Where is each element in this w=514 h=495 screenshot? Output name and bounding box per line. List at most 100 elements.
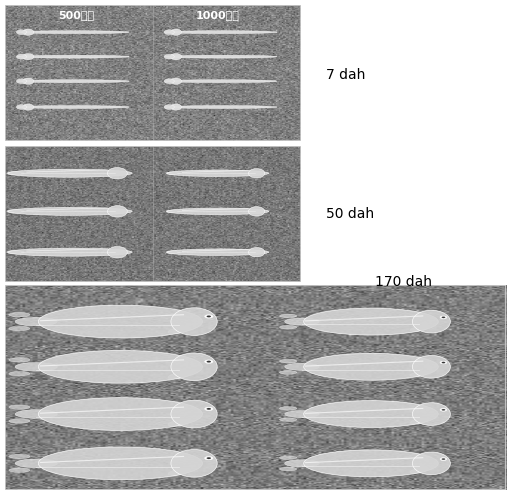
Ellipse shape [171,400,217,428]
Ellipse shape [304,308,438,335]
Ellipse shape [171,308,217,336]
Ellipse shape [9,468,30,472]
Ellipse shape [280,314,297,318]
Ellipse shape [39,447,203,480]
Ellipse shape [207,457,211,459]
Ellipse shape [9,358,30,362]
Ellipse shape [164,54,174,59]
Ellipse shape [15,317,57,326]
Ellipse shape [205,360,213,363]
Ellipse shape [248,169,265,178]
Ellipse shape [166,172,180,175]
Text: 170 dah: 170 dah [375,275,432,289]
Ellipse shape [167,170,269,177]
Ellipse shape [9,326,30,331]
Ellipse shape [442,458,445,460]
Ellipse shape [15,410,57,418]
Ellipse shape [285,318,319,325]
Ellipse shape [23,29,34,35]
Ellipse shape [410,418,429,424]
Ellipse shape [168,419,191,426]
Ellipse shape [440,458,447,460]
Ellipse shape [205,315,213,318]
Ellipse shape [280,467,297,471]
Ellipse shape [166,251,180,253]
Ellipse shape [9,454,30,458]
Ellipse shape [15,459,57,468]
Ellipse shape [8,169,132,177]
Ellipse shape [8,248,132,256]
Ellipse shape [168,372,191,379]
Ellipse shape [167,208,269,215]
Ellipse shape [170,78,181,84]
Ellipse shape [442,409,445,410]
Ellipse shape [440,408,447,411]
Ellipse shape [410,371,429,377]
Ellipse shape [280,418,297,421]
Text: 7 dah: 7 dah [326,68,366,82]
Ellipse shape [9,312,30,317]
Ellipse shape [440,316,447,319]
Ellipse shape [205,407,213,410]
Ellipse shape [15,362,57,371]
Ellipse shape [164,105,277,108]
Ellipse shape [168,469,191,475]
Ellipse shape [39,350,203,383]
Ellipse shape [17,105,130,108]
Ellipse shape [107,205,127,217]
Ellipse shape [7,250,24,254]
Ellipse shape [170,104,181,110]
Ellipse shape [412,452,450,475]
Ellipse shape [17,55,130,58]
Ellipse shape [164,105,174,109]
Ellipse shape [280,371,297,374]
Ellipse shape [304,400,438,428]
Ellipse shape [23,104,34,110]
Ellipse shape [304,353,438,380]
Ellipse shape [248,248,265,257]
Ellipse shape [280,359,297,363]
Ellipse shape [23,78,34,84]
Ellipse shape [107,247,127,258]
Ellipse shape [412,403,450,425]
Ellipse shape [167,249,269,255]
Ellipse shape [9,419,30,423]
Ellipse shape [280,456,297,459]
Ellipse shape [164,55,277,58]
Ellipse shape [39,305,203,338]
Text: 500마리: 500마리 [58,10,94,20]
Ellipse shape [164,79,174,84]
Ellipse shape [170,53,181,60]
Ellipse shape [285,410,319,418]
Ellipse shape [17,80,130,83]
Ellipse shape [207,361,211,362]
Ellipse shape [164,31,277,34]
Ellipse shape [207,315,211,317]
Ellipse shape [207,408,211,410]
Ellipse shape [39,397,203,431]
Ellipse shape [166,210,180,213]
Ellipse shape [16,105,27,109]
Ellipse shape [7,172,24,175]
Ellipse shape [410,326,429,332]
Ellipse shape [304,450,438,477]
Ellipse shape [23,53,34,60]
Ellipse shape [9,405,30,409]
Ellipse shape [9,372,30,376]
Ellipse shape [442,362,445,363]
Ellipse shape [410,468,429,473]
Ellipse shape [164,30,174,35]
Ellipse shape [285,460,319,467]
Ellipse shape [107,167,127,179]
Ellipse shape [205,456,213,460]
Ellipse shape [280,326,297,329]
Ellipse shape [248,207,265,216]
Ellipse shape [442,317,445,318]
Ellipse shape [285,363,319,370]
Ellipse shape [164,80,277,83]
Ellipse shape [171,353,217,381]
Ellipse shape [16,79,27,84]
Ellipse shape [16,30,27,35]
Ellipse shape [280,406,297,410]
Ellipse shape [412,310,450,333]
